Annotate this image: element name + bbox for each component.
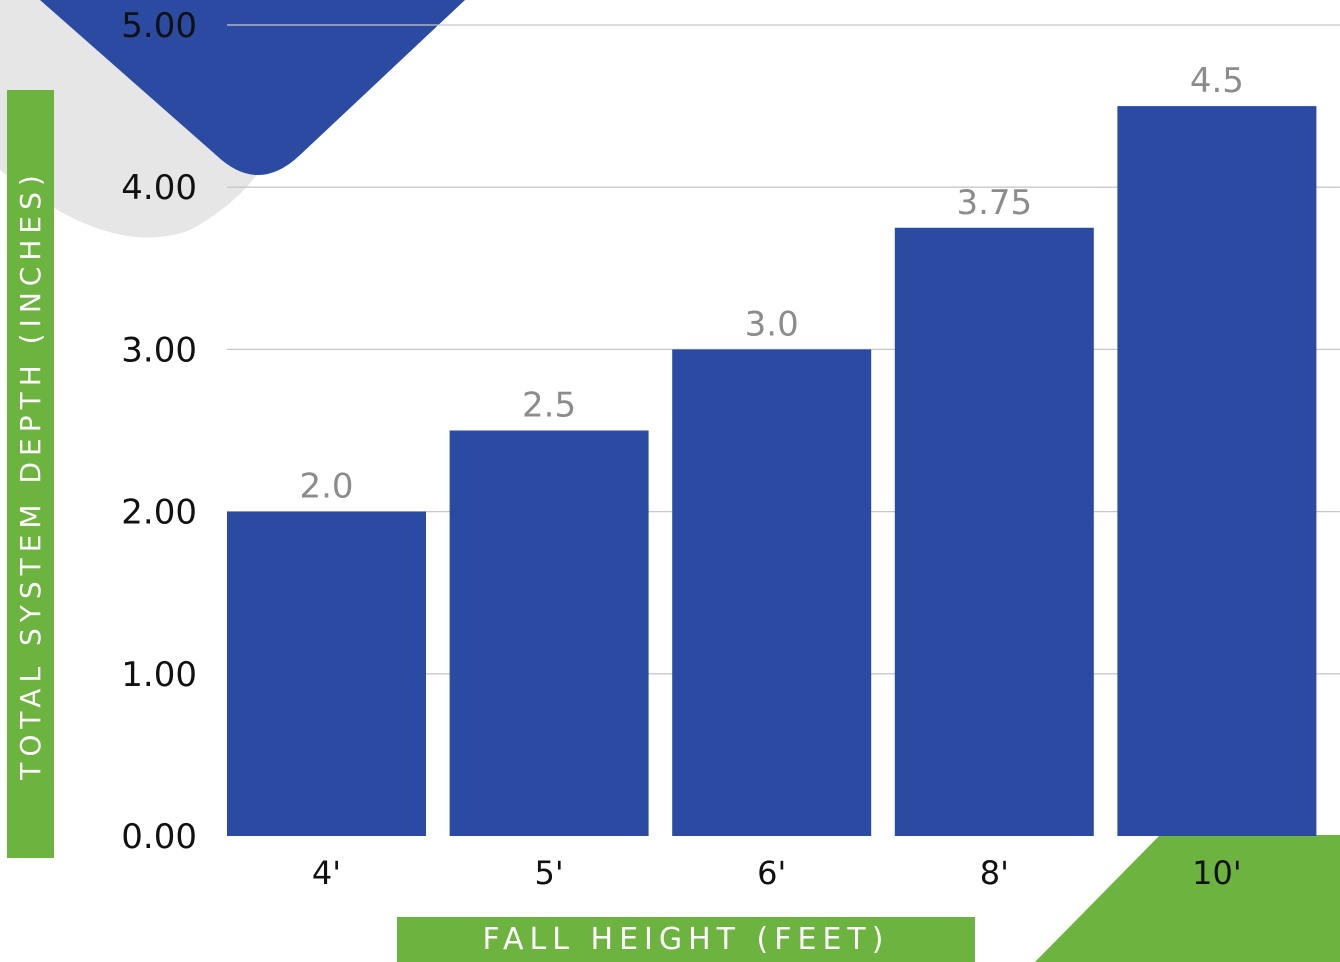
x-category-label: 8' bbox=[980, 854, 1009, 892]
decor-blue-triangle bbox=[40, 0, 465, 175]
x-axis-title: FALL HEIGHT (FEET) bbox=[397, 917, 975, 962]
bar-value-label: 3.0 bbox=[745, 304, 799, 344]
x-axis-categories: 4' 5' 6' 8' 10' bbox=[312, 854, 1242, 892]
bar bbox=[672, 349, 872, 836]
bars bbox=[227, 106, 1317, 837]
y-axis-ticks: 0.00 1.00 2.00 3.00 4.00 5.00 bbox=[121, 6, 197, 857]
bar-value-label: 2.0 bbox=[299, 467, 353, 507]
y-axis-title: TOTAL SYSTEM DEPTH (INCHES) bbox=[14, 168, 48, 780]
bar-value-labels: 2.0 2.5 3.0 3.75 4.5 bbox=[299, 61, 1243, 507]
x-category-label: 6' bbox=[757, 854, 786, 892]
bar bbox=[1117, 106, 1317, 837]
bar bbox=[449, 430, 649, 836]
y-tick-label: 2.00 bbox=[121, 493, 197, 533]
x-category-label: 10' bbox=[1192, 854, 1242, 892]
x-category-label: 5' bbox=[535, 854, 564, 892]
bar-value-label: 4.5 bbox=[1190, 61, 1244, 101]
x-category-label: 4' bbox=[312, 854, 341, 892]
y-tick-label: 4.00 bbox=[121, 168, 197, 208]
y-tick-label: 3.00 bbox=[121, 330, 197, 370]
bar-value-label: 2.5 bbox=[522, 386, 576, 426]
y-axis-title-box: TOTAL SYSTEM DEPTH (INCHES) bbox=[7, 90, 54, 858]
y-tick-label: 1.00 bbox=[121, 655, 197, 695]
bar-value-label: 3.75 bbox=[956, 183, 1032, 223]
bar bbox=[894, 227, 1094, 836]
decor-green-triangle bbox=[1035, 835, 1340, 962]
bar bbox=[227, 511, 426, 836]
y-tick-label: 0.00 bbox=[121, 817, 197, 857]
y-tick-label: 5.00 bbox=[121, 6, 197, 46]
